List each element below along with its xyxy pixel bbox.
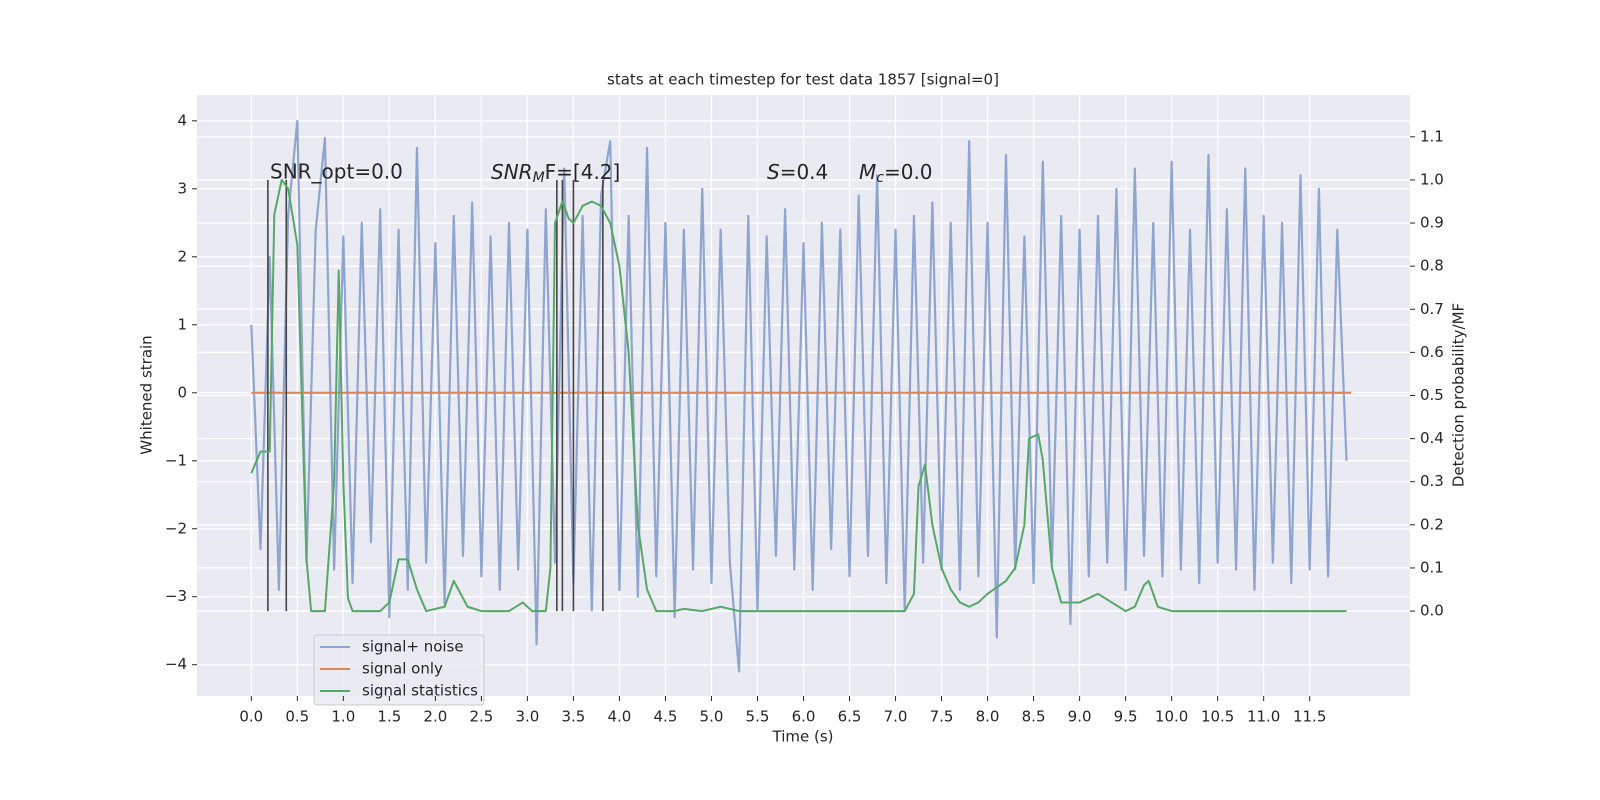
annotation-part: F=[4.2] <box>545 160 621 184</box>
y-tick-label: 2 <box>177 247 187 265</box>
y-tick-label: −3 <box>165 587 187 605</box>
annotation-sub: c <box>876 170 884 186</box>
x-tick-label: 2.5 <box>469 708 493 726</box>
annotation: SNR_opt=0.0 <box>270 160 403 184</box>
x-axis-label: Time (s) <box>772 728 834 746</box>
x-tick-label: 1.5 <box>377 708 401 726</box>
annotation-part: SNR <box>491 160 533 184</box>
annotation-part: M <box>859 160 876 184</box>
x-tick-label: 3.5 <box>561 708 585 726</box>
x-tick-label: 11.0 <box>1247 708 1280 726</box>
marks <box>250 119 1352 673</box>
x-tick-label: 0.5 <box>285 708 309 726</box>
y2-tick-label: 0.6 <box>1420 343 1444 361</box>
x-tick-label: 11.5 <box>1293 708 1326 726</box>
annotation: S=0.4 <box>767 160 828 184</box>
x-tick-label: 6.0 <box>792 708 816 726</box>
y-tick-label: −4 <box>165 655 187 673</box>
x-tick-label: 9.5 <box>1114 708 1138 726</box>
x-tick-label: 5.5 <box>746 708 770 726</box>
annotation: Mc=0.0 <box>859 160 933 187</box>
y2-tick-label: 0.3 <box>1420 472 1444 490</box>
series-line <box>250 119 1348 673</box>
annotation-sub: M <box>533 170 545 186</box>
y2-tick-label: 1.1 <box>1420 127 1444 145</box>
x-tick-label: 7.5 <box>930 708 954 726</box>
legend-box <box>313 634 485 706</box>
legend-label: signal statistics <box>362 682 478 700</box>
x-tick-label: 6.5 <box>838 708 862 726</box>
x-tick-label: 9.0 <box>1068 708 1092 726</box>
x-tick-label: 2.0 <box>423 708 447 726</box>
chart-title: stats at each timestep for test data 185… <box>607 71 999 89</box>
y-axis-label: Whitened strain <box>138 335 156 454</box>
series-line <box>250 178 1347 613</box>
y-tick-label: 4 <box>177 111 187 129</box>
legend: signal+ noise signal only signal statistic… <box>313 634 485 706</box>
x-tick-label: 5.0 <box>700 708 724 726</box>
x-tick-label: 4.0 <box>608 708 632 726</box>
y-tick-label: 3 <box>177 179 187 197</box>
legend-label: signal+ noise <box>362 638 464 656</box>
y2-axis-label: Detection probability/MF <box>1450 303 1468 487</box>
annotation-part: =0.0 <box>884 160 933 184</box>
x-tick-label: 7.0 <box>884 708 908 726</box>
y2-tick-label: 0.1 <box>1420 558 1444 576</box>
x-tick-label: 8.0 <box>976 708 1000 726</box>
y2-tick-label: 0.2 <box>1420 515 1444 533</box>
y2-tick-label: 0.4 <box>1420 429 1444 447</box>
y2-tick-label: 0.7 <box>1420 300 1444 318</box>
x-tick-label: 8.5 <box>1022 708 1046 726</box>
x-tick-label: 4.5 <box>654 708 678 726</box>
y2-tick-label: 1.0 <box>1420 170 1444 188</box>
annotation-part: =0.4 <box>780 160 829 184</box>
y-tick-label: 1 <box>177 315 187 333</box>
annotation-part: S <box>767 160 780 184</box>
x-tick-label: 3.0 <box>515 708 539 726</box>
y-tick-label: −2 <box>165 519 187 537</box>
y2-tick-label: 0.5 <box>1420 386 1444 404</box>
x-tick-label: 0.0 <box>239 708 263 726</box>
annotation: SNRMF=[4.2] <box>491 160 620 187</box>
y2-tick-label: 0.0 <box>1420 602 1444 620</box>
y2-tick-label: 0.9 <box>1420 214 1444 232</box>
x-tick-label: 1.0 <box>331 708 355 726</box>
y-tick-label: 0 <box>177 383 187 401</box>
y2-tick-label: 0.8 <box>1420 257 1444 275</box>
x-tick-label: 10.5 <box>1201 708 1234 726</box>
legend-label: signal only <box>362 660 443 678</box>
y-tick-label: −1 <box>165 451 187 469</box>
x-tick-label: 10.0 <box>1155 708 1188 726</box>
